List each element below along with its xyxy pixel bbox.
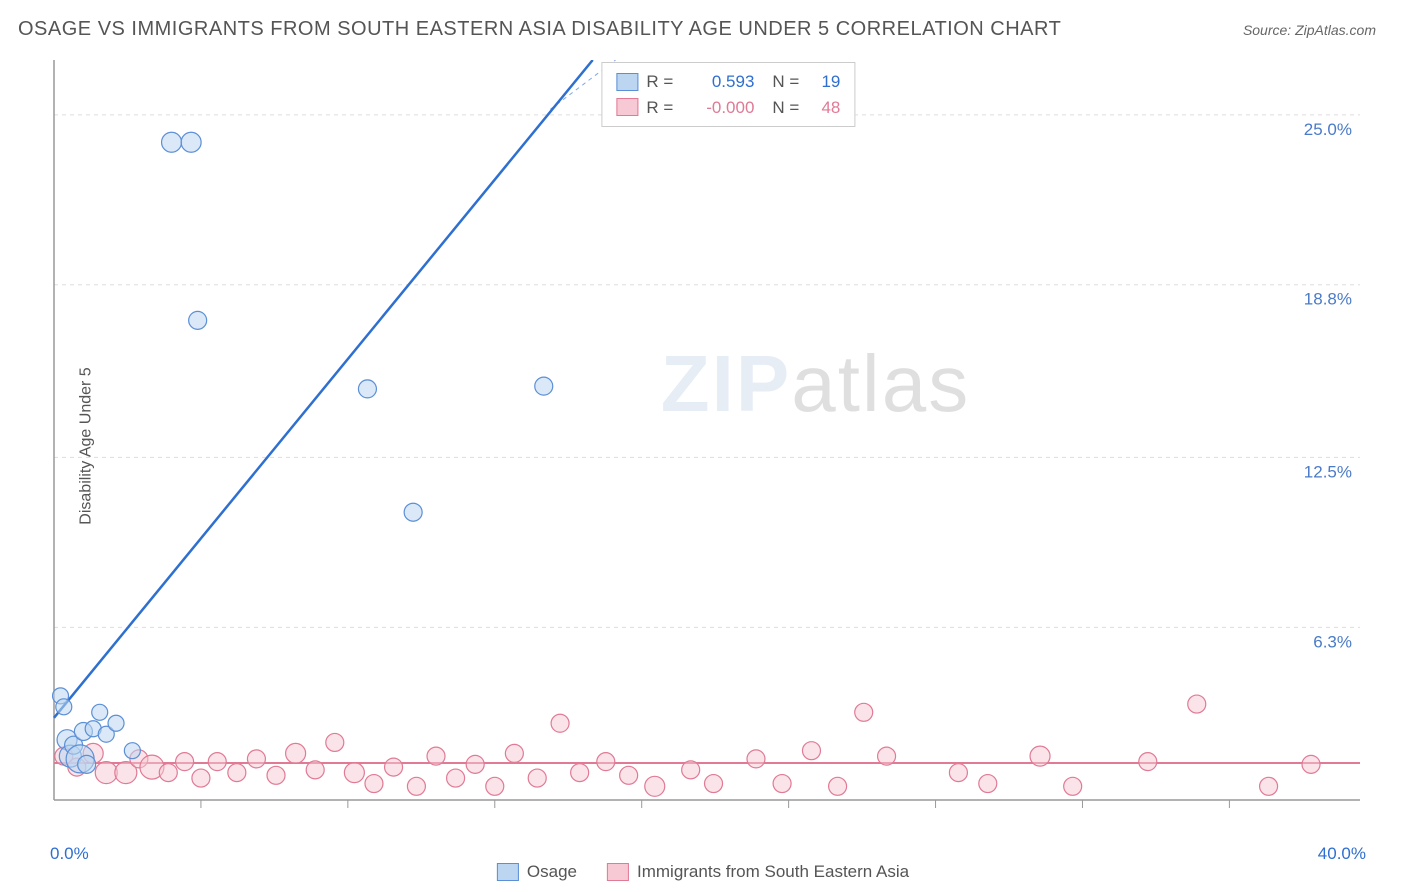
chart-area: 6.3% 12.5% 18.8% 25.0% [50, 60, 1360, 820]
legend-swatch-sea [616, 98, 638, 116]
legend-label-sea: Immigrants from South Eastern Asia [637, 862, 909, 882]
legend-stats-row-sea: R = -0.000 N = 48 [616, 95, 840, 121]
legend-label-osage: Osage [527, 862, 577, 882]
legend-item-osage: Osage [497, 862, 577, 882]
legend-series: Osage Immigrants from South Eastern Asia [497, 862, 909, 882]
legend-item-sea: Immigrants from South Eastern Asia [607, 862, 909, 882]
n-value-sea: 48 [810, 95, 840, 121]
legend-stats-row-osage: R = 0.593 N = 19 [616, 69, 840, 95]
legend-swatch-osage [497, 863, 519, 881]
source-attribution: Source: ZipAtlas.com [1243, 22, 1376, 38]
n-value-osage: 19 [810, 69, 840, 95]
scatter-plot: 6.3% 12.5% 18.8% 25.0% [50, 60, 1360, 820]
svg-text:18.8%: 18.8% [1304, 290, 1352, 309]
x-axis-max-label: 40.0% [1318, 844, 1366, 864]
svg-text:25.0%: 25.0% [1304, 120, 1352, 139]
r-value-sea: -0.000 [684, 95, 754, 121]
svg-text:6.3%: 6.3% [1313, 632, 1352, 651]
r-label: R = [646, 69, 676, 95]
n-label: N = [772, 95, 802, 121]
legend-stats-box: R = 0.593 N = 19 R = -0.000 N = 48 [601, 62, 855, 127]
r-label: R = [646, 95, 676, 121]
chart-title: OSAGE VS IMMIGRANTS FROM SOUTH EASTERN A… [18, 18, 1061, 41]
legend-swatch-sea [607, 863, 629, 881]
x-axis-origin-label: 0.0% [50, 844, 89, 864]
legend-swatch-osage [616, 73, 638, 91]
svg-text:12.5%: 12.5% [1304, 462, 1352, 481]
n-label: N = [772, 69, 802, 95]
r-value-osage: 0.593 [684, 69, 754, 95]
